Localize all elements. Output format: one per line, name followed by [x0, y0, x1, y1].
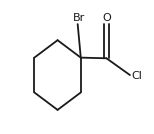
Text: O: O: [102, 13, 111, 23]
Text: Cl: Cl: [131, 71, 142, 81]
Text: Br: Br: [73, 13, 85, 23]
